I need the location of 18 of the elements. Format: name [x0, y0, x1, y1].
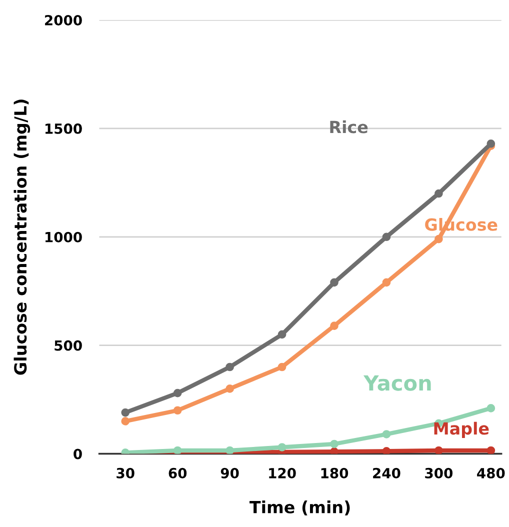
y-tick-label: 500 [54, 340, 82, 351]
x-tick-label: 300 [425, 468, 453, 478]
series-label: Maple [434, 422, 489, 438]
x-tick-label: 120 [269, 468, 296, 478]
y-tick-label: 2000 [45, 14, 82, 26]
x-tick-label: 90 [220, 468, 239, 478]
x-tick-label: 30 [116, 468, 134, 478]
x-tick-label: 180 [321, 468, 348, 478]
x-tick-label: 60 [168, 468, 187, 478]
y-tick-label: 1500 [46, 123, 82, 134]
y-tick-label: 0 [74, 448, 82, 460]
y-tick-label: 1000 [46, 232, 82, 242]
y-axis-title: Glucose concentration (mg/L) [14, 100, 30, 375]
series-label: Yacon [363, 375, 431, 391]
x-axis-title: Time (min) [250, 500, 350, 516]
x-tick-label: 240 [373, 468, 400, 478]
x-tick-label: 480 [477, 468, 505, 478]
text: Rice [330, 120, 368, 134]
